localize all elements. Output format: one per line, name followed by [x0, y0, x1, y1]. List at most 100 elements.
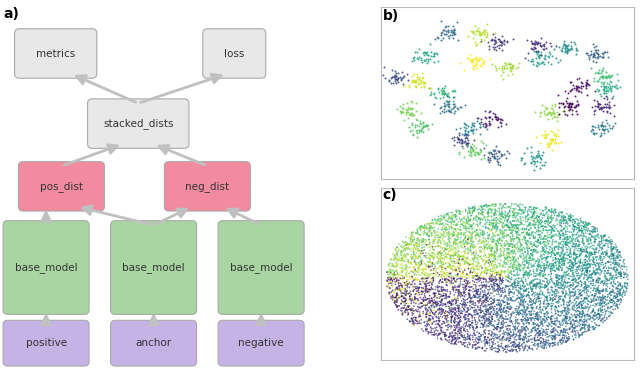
Point — [585, 262, 595, 268]
Point — [540, 131, 550, 137]
Point — [485, 203, 495, 208]
Point — [419, 297, 429, 303]
Point — [606, 245, 616, 251]
Point — [502, 300, 513, 306]
Point — [428, 320, 438, 326]
Point — [485, 268, 495, 274]
Point — [417, 303, 428, 309]
Point — [604, 105, 614, 111]
Point — [420, 255, 431, 261]
Point — [577, 311, 588, 317]
Point — [555, 256, 565, 262]
Point — [459, 223, 469, 229]
Point — [504, 331, 515, 337]
Point — [512, 326, 522, 332]
Point — [453, 136, 463, 142]
Point — [611, 270, 621, 276]
Point — [461, 271, 472, 277]
Point — [452, 222, 463, 228]
Point — [499, 307, 509, 313]
Point — [479, 315, 489, 321]
Point — [506, 65, 516, 71]
Point — [432, 301, 442, 307]
Point — [486, 227, 497, 232]
Point — [445, 109, 456, 115]
Point — [391, 256, 401, 262]
Point — [562, 49, 572, 55]
Point — [589, 227, 600, 232]
Point — [410, 296, 420, 302]
Point — [388, 268, 399, 273]
Point — [520, 293, 530, 299]
Point — [580, 272, 590, 277]
Point — [586, 272, 596, 277]
Point — [390, 263, 400, 269]
Point — [411, 307, 421, 313]
Point — [555, 232, 565, 238]
Point — [408, 322, 419, 328]
Point — [479, 276, 490, 282]
Point — [495, 72, 506, 78]
Point — [406, 252, 417, 258]
Point — [467, 238, 477, 244]
Point — [500, 242, 511, 248]
Point — [563, 306, 573, 311]
FancyBboxPatch shape — [88, 99, 189, 148]
Point — [495, 229, 505, 235]
Point — [408, 318, 418, 324]
Point — [588, 292, 598, 298]
Point — [548, 234, 558, 239]
Point — [443, 322, 453, 328]
Point — [484, 340, 495, 346]
Point — [602, 128, 612, 134]
Point — [563, 216, 573, 222]
Point — [454, 215, 465, 221]
Point — [586, 275, 596, 281]
Point — [500, 288, 510, 294]
Point — [456, 294, 466, 300]
Point — [472, 336, 483, 342]
Point — [577, 293, 587, 299]
Point — [556, 245, 566, 251]
Point — [582, 80, 592, 86]
Point — [464, 318, 474, 324]
Point — [540, 128, 550, 134]
Point — [596, 251, 607, 257]
Point — [447, 215, 457, 221]
Point — [513, 270, 523, 276]
Point — [441, 251, 451, 257]
Point — [533, 237, 543, 243]
Point — [534, 234, 545, 240]
Point — [440, 217, 451, 223]
Point — [533, 54, 543, 59]
Point — [445, 314, 456, 320]
Point — [552, 272, 562, 277]
Point — [570, 224, 580, 230]
Point — [414, 264, 424, 270]
Point — [427, 217, 437, 223]
Point — [532, 49, 543, 55]
Point — [495, 151, 506, 156]
Point — [543, 281, 553, 287]
Point — [452, 250, 463, 256]
Point — [602, 80, 612, 86]
Point — [452, 20, 462, 25]
Point — [602, 108, 612, 114]
Point — [564, 102, 575, 108]
Point — [585, 262, 595, 268]
Point — [583, 220, 593, 226]
Point — [558, 244, 568, 249]
Point — [476, 332, 486, 338]
Point — [420, 302, 431, 308]
Point — [519, 161, 529, 167]
Point — [593, 70, 604, 76]
Point — [610, 269, 620, 275]
Point — [522, 343, 532, 349]
Point — [584, 241, 595, 246]
Point — [412, 318, 422, 324]
Point — [485, 158, 495, 163]
Point — [481, 270, 492, 276]
Point — [460, 214, 470, 220]
Point — [446, 245, 456, 251]
Point — [471, 28, 481, 34]
